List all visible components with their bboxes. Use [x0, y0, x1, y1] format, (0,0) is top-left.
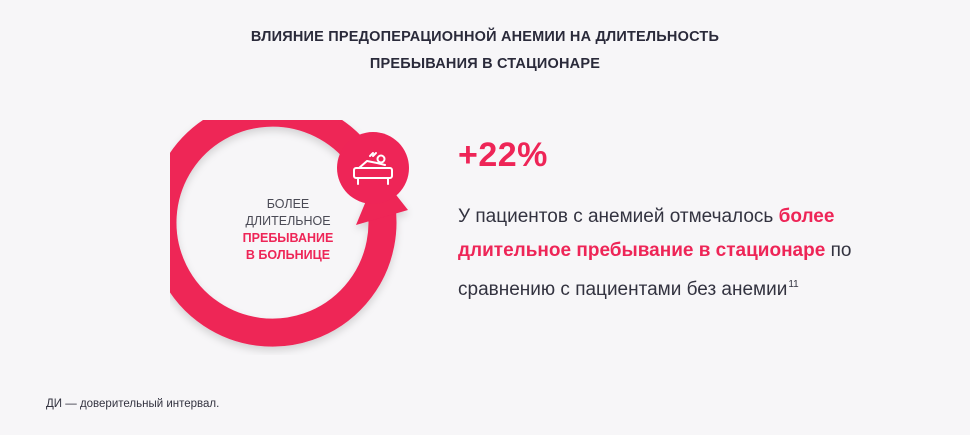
- ring-label-line-4: в больнице: [245, 248, 331, 262]
- reference-number: 11: [788, 279, 799, 290]
- hospital-bed-badge: [337, 132, 409, 204]
- stat-value: +22%: [458, 136, 548, 174]
- description-text-2: по сравнению с пациентами без анемии: [458, 240, 852, 300]
- page-title: ВЛИЯНИЕ ПРЕДОПЕРАЦИОННОЙ АНЕМИИ НА ДЛИТЕ…: [0, 24, 970, 78]
- ring-label: Более длительное пребывание в больнице: [228, 196, 348, 264]
- description-text-1: У пациентов с анемией отмечалось: [458, 206, 779, 227]
- ring-arc: [170, 120, 397, 347]
- ring-label-line-3: пребывание: [242, 231, 334, 245]
- description-highlight: более длительное пребывание в стационаре: [458, 206, 835, 261]
- ring-label-line-1: Более: [266, 197, 310, 211]
- title-line-1: ВЛИЯНИЕ ПРЕДОПЕРАЦИОННОЙ АНЕМИИ НА ДЛИТЕ…: [250, 29, 720, 45]
- footnote: ДИ — доверительный интервал.: [46, 398, 220, 410]
- ring-label-line-2: длительное: [245, 214, 331, 228]
- title-line-2: ПРЕБЫВАНИЯ В СТАЦИОНАРЕ: [369, 56, 601, 72]
- hospital-bed-patient-icon: [353, 152, 393, 185]
- description: У пациентов с анемией отмечалось более д…: [458, 200, 898, 307]
